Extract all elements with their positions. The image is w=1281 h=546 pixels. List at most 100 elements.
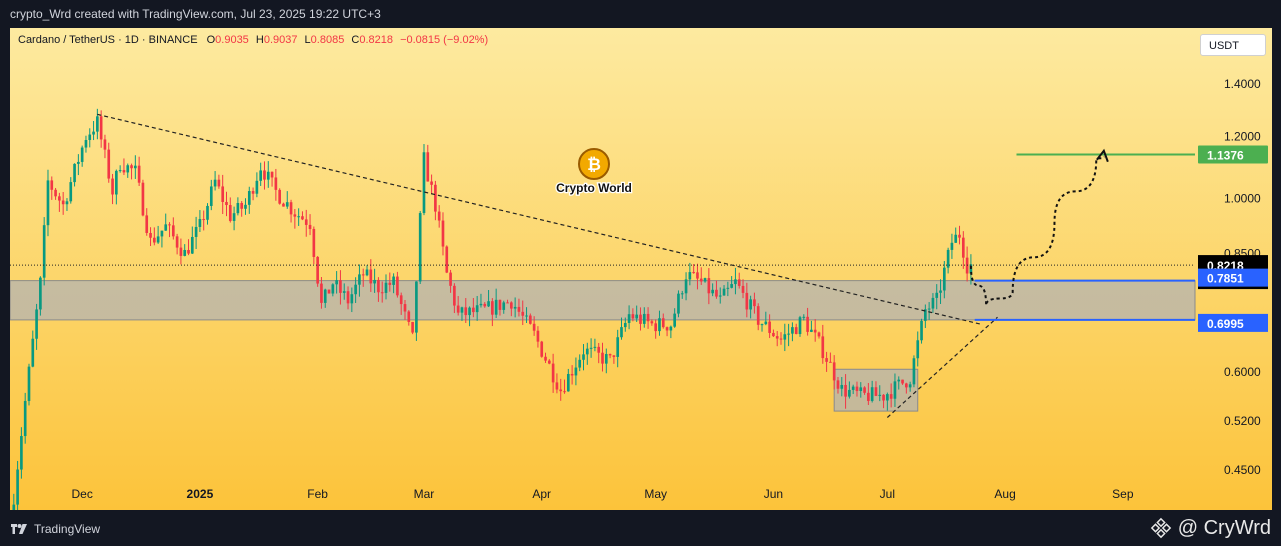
candle bbox=[126, 163, 130, 178]
crywrd-watermark: @ CryWrd bbox=[1150, 515, 1271, 541]
candle bbox=[270, 171, 274, 187]
candle-body bbox=[498, 299, 502, 310]
y-tick-label: 0.6000 bbox=[1224, 365, 1261, 379]
candle bbox=[604, 348, 608, 374]
candle-body bbox=[764, 321, 768, 325]
candle-body bbox=[464, 307, 468, 316]
chart-area[interactable]: 1.4000 1.2000 1.0000 0.8500 0.6000 0.5200 0.45… bbox=[10, 28, 1272, 510]
candle-body bbox=[726, 287, 730, 289]
candle bbox=[749, 295, 752, 319]
candle-body bbox=[525, 315, 528, 317]
candle-body bbox=[870, 387, 874, 401]
currency-button[interactable]: USDT bbox=[1200, 34, 1266, 56]
candle bbox=[301, 211, 304, 221]
candle bbox=[950, 233, 954, 259]
candle bbox=[365, 265, 369, 277]
candle-body bbox=[460, 307, 464, 313]
candle bbox=[247, 186, 251, 214]
candle bbox=[111, 173, 114, 205]
candle-body bbox=[369, 269, 373, 284]
candle bbox=[198, 210, 202, 233]
candle-body bbox=[194, 226, 198, 237]
candle bbox=[589, 338, 593, 358]
candle-body bbox=[221, 186, 225, 202]
candle bbox=[190, 226, 194, 255]
candle bbox=[373, 268, 376, 293]
candle bbox=[532, 316, 536, 336]
candle bbox=[608, 353, 612, 359]
candle bbox=[593, 338, 597, 352]
candle bbox=[331, 283, 335, 297]
candle-body bbox=[437, 211, 441, 221]
candle bbox=[434, 180, 437, 221]
plot-background bbox=[10, 28, 1272, 510]
candle bbox=[642, 307, 646, 328]
candle-body bbox=[620, 327, 623, 338]
target-price-tag: 1.1376 bbox=[1198, 145, 1268, 164]
candle-body bbox=[361, 274, 365, 276]
candle-body bbox=[859, 387, 863, 392]
candle-body bbox=[935, 292, 939, 298]
x-tick-label: Apr bbox=[532, 487, 551, 501]
candle bbox=[491, 298, 494, 327]
candle-body bbox=[715, 289, 718, 297]
candle bbox=[160, 230, 164, 248]
candle-body bbox=[320, 283, 323, 303]
candle bbox=[228, 197, 232, 223]
candle-body bbox=[308, 224, 312, 229]
support-resistance-zone bbox=[10, 280, 1196, 321]
candle-body bbox=[897, 379, 901, 382]
candle bbox=[536, 326, 540, 348]
candle-body bbox=[585, 348, 589, 355]
tradingview-logo[interactable]: TradingView bbox=[10, 520, 100, 538]
candle-body bbox=[266, 171, 270, 180]
candle bbox=[905, 382, 908, 394]
candle-body bbox=[171, 225, 175, 237]
candle bbox=[631, 308, 635, 322]
candle-body bbox=[327, 289, 331, 294]
candle bbox=[445, 245, 449, 274]
candle-body bbox=[297, 216, 300, 218]
candle bbox=[692, 264, 695, 274]
candle-body bbox=[472, 307, 475, 313]
candle bbox=[282, 202, 285, 207]
candle-body bbox=[42, 225, 46, 278]
candle-body bbox=[829, 361, 832, 363]
close-label: C bbox=[351, 34, 360, 46]
candle-body bbox=[688, 272, 692, 280]
candle-body bbox=[92, 131, 95, 135]
candle bbox=[498, 299, 502, 316]
candle-body bbox=[673, 313, 676, 327]
candle-body bbox=[642, 313, 646, 324]
candle bbox=[316, 256, 319, 287]
candle-body bbox=[889, 394, 893, 399]
candle bbox=[931, 293, 935, 313]
candle bbox=[354, 277, 357, 304]
candle-body bbox=[601, 352, 604, 364]
candle bbox=[779, 332, 783, 345]
candle-body bbox=[285, 202, 289, 207]
candle-body bbox=[692, 272, 695, 274]
target-price-tag-text: 1.1376 bbox=[1207, 148, 1244, 162]
candle-body bbox=[950, 242, 954, 250]
price-chart[interactable]: 1.40001.20001.00000.85000.60000.52000.45… bbox=[10, 28, 1272, 510]
candle bbox=[521, 300, 525, 326]
candle-body bbox=[84, 140, 88, 148]
crypto-world-text: Crypto World bbox=[556, 181, 632, 195]
candle-body bbox=[468, 307, 471, 316]
candle bbox=[441, 212, 445, 256]
projection-path bbox=[969, 156, 1105, 306]
candle-body bbox=[99, 116, 103, 140]
candle bbox=[293, 208, 297, 229]
candle bbox=[217, 174, 221, 189]
candle-body bbox=[251, 191, 255, 194]
candle bbox=[259, 162, 263, 186]
candle-body bbox=[775, 336, 779, 339]
x-tick-label: Jul bbox=[880, 487, 895, 501]
candle-body bbox=[156, 236, 160, 243]
x-tick-label: Mar bbox=[414, 487, 435, 501]
candle-body bbox=[312, 228, 316, 257]
candle bbox=[946, 247, 950, 274]
candle bbox=[388, 272, 392, 292]
candle bbox=[764, 311, 768, 326]
